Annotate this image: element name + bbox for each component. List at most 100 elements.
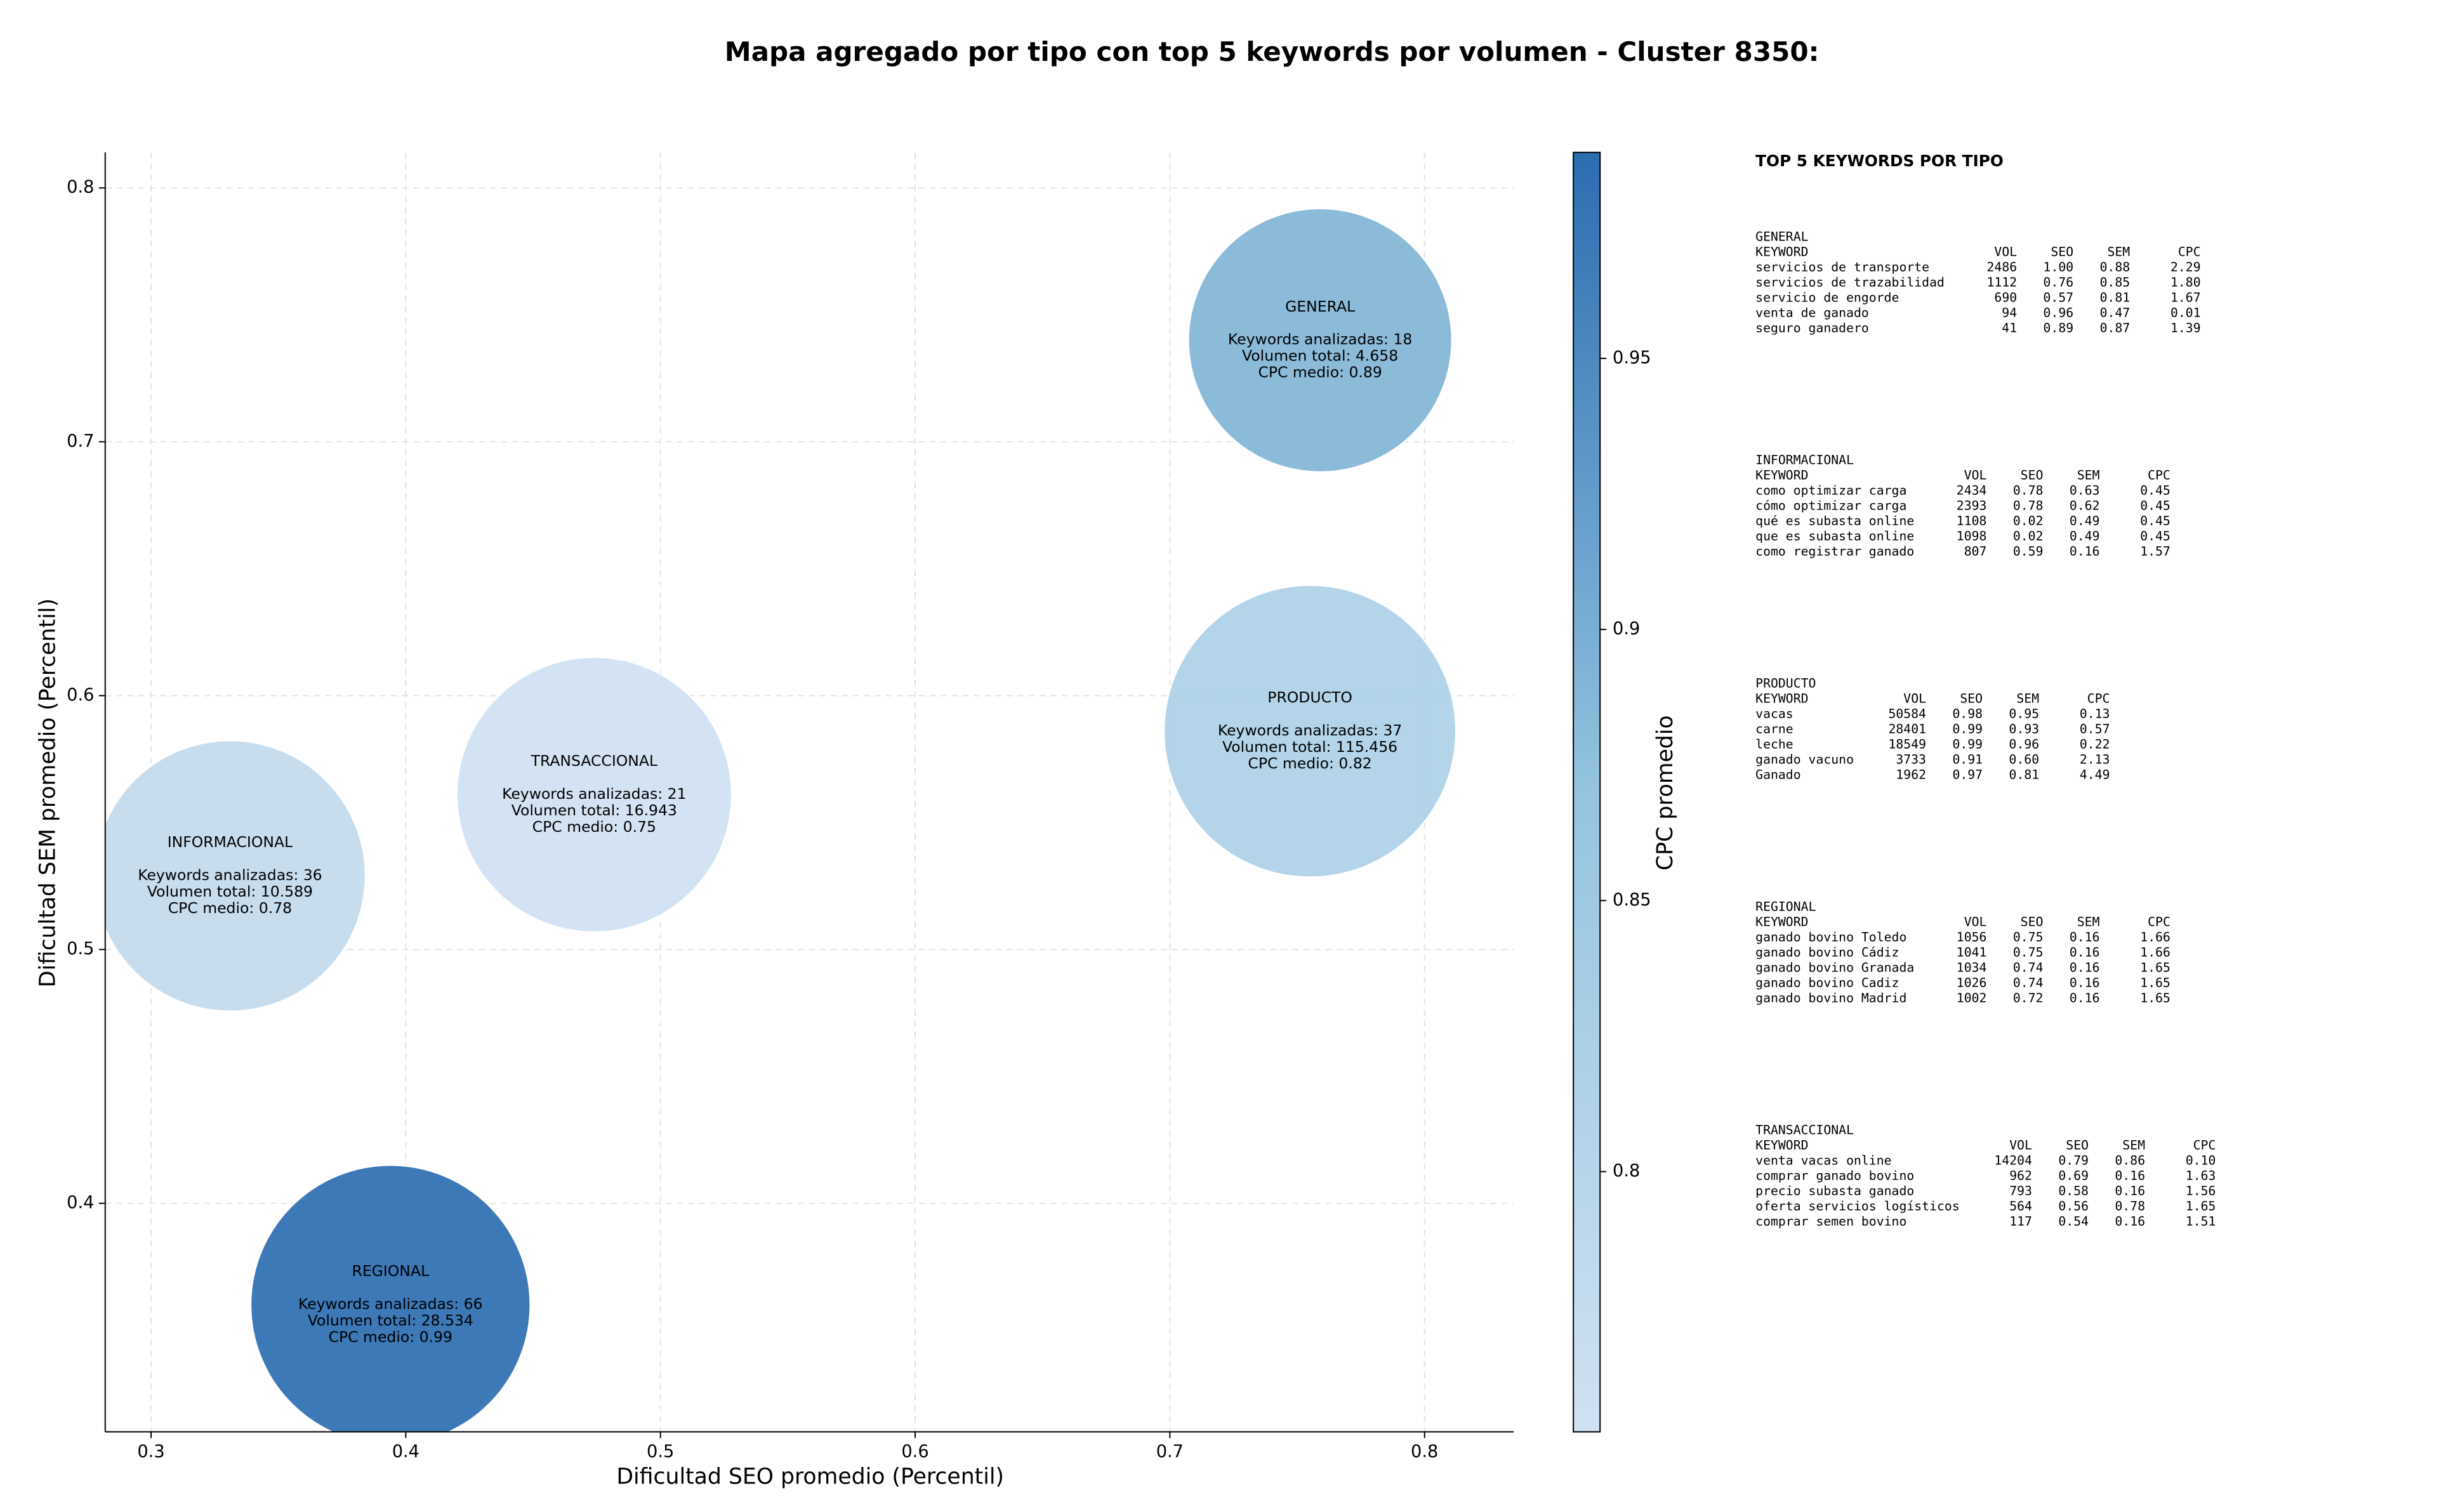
bubble-label: INFORMACIONAL <box>168 833 293 851</box>
chart-title: Mapa agregado por tipo con top 5 keyword… <box>725 36 1819 67</box>
panel-cell: 690 <box>1994 290 2017 305</box>
bubble-annotation: Keywords analizadas: 37 <box>1218 721 1402 739</box>
panel-cell: servicio de engorde <box>1755 290 1899 305</box>
panel-header: SEM <box>2122 1138 2145 1153</box>
x-tick-label: 0.8 <box>1411 1442 1438 1461</box>
panel-cell: 0.16 <box>2070 961 2100 975</box>
panel-cell: 962 <box>2009 1169 2032 1183</box>
panel-cell: 0.88 <box>2100 260 2130 274</box>
panel-cell: 1112 <box>1987 275 2018 289</box>
panel-cell: 0.01 <box>2170 305 2201 320</box>
y-tick-label: 0.6 <box>67 685 94 705</box>
bubble-annotation: CPC medio: 0.75 <box>532 818 656 836</box>
bubble-annotation: CPC medio: 0.89 <box>1258 364 1382 381</box>
panel-cell: 0.22 <box>2080 737 2110 751</box>
panel-header: KEYWORD <box>1755 244 1808 259</box>
panel-cell: venta vacas online <box>1755 1154 1891 1168</box>
panel-cell: 0.16 <box>2070 930 2100 945</box>
panel-cell: 1.66 <box>2140 945 2170 960</box>
panel-header: SEM <box>2016 691 2039 706</box>
panel-cell: 50584 <box>1888 706 1926 721</box>
panel-cell: 0.16 <box>2115 1214 2145 1229</box>
x-tick-label: 0.4 <box>392 1442 419 1461</box>
panel-cell: 1.65 <box>2140 961 2170 975</box>
panel-header: VOL <box>1994 244 2017 259</box>
bubble-annotation: Volumen total: 115.456 <box>1222 738 1397 756</box>
panel-cell: 1.65 <box>2140 991 2170 1006</box>
panel-cell: ganado bovino Cadiz <box>1755 976 1899 990</box>
panel-cell: 41 <box>2002 320 2017 335</box>
panel-header: KEYWORD <box>1755 915 1808 930</box>
panel-cell: 0.89 <box>2044 320 2074 335</box>
panel-cell: 14204 <box>1994 1154 2032 1168</box>
panel-header: SEO <box>1960 691 1983 706</box>
panel-cell: 0.96 <box>2009 737 2040 751</box>
panel-cell: ganado bovino Toledo <box>1755 930 1906 945</box>
panel-cell: 1034 <box>1957 961 1987 975</box>
panel-cell: 0.78 <box>2013 483 2044 497</box>
panel-cell: 18549 <box>1888 737 1926 751</box>
panel-group-name: TRANSACCIONAL <box>1755 1123 1854 1138</box>
panel-cell: precio subasta ganado <box>1755 1184 1914 1199</box>
panel-header: SEO <box>2021 915 2044 930</box>
panel-cell: 0.45 <box>2140 529 2170 543</box>
y-tick-label: 0.4 <box>67 1193 94 1213</box>
panel-cell: comprar semen bovino <box>1755 1214 1906 1229</box>
panel-cell: 1002 <box>1957 991 1987 1006</box>
bubble <box>1163 584 1456 878</box>
panel-cell: 0.16 <box>2115 1169 2145 1183</box>
panel-group-name: INFORMACIONAL <box>1755 452 1854 467</box>
panel-header: CPC <box>2148 915 2170 930</box>
panel-cell: 0.72 <box>2013 991 2044 1006</box>
panel-header: KEYWORD <box>1755 1138 1808 1153</box>
x-axis-label: Dificultad SEO promedio (Percentil) <box>616 1464 1004 1489</box>
panel-cell: 1.80 <box>2170 275 2201 289</box>
panel-cell: 0.10 <box>2186 1154 2216 1168</box>
panel-cell: 1.63 <box>2186 1169 2216 1183</box>
panel-cell: 0.16 <box>2070 976 2100 990</box>
panel-cell: 2393 <box>1957 498 1987 513</box>
panel-cell: 0.02 <box>2013 529 2044 543</box>
panel-header: CPC <box>2148 468 2170 482</box>
bubble-annotation: CPC medio: 0.82 <box>1248 754 1371 772</box>
panel-cell: que es subasta online <box>1755 529 1914 543</box>
panel-cell: 0.13 <box>2080 706 2110 721</box>
panel-cell: 1.57 <box>2140 544 2170 558</box>
panel-cell: 0.69 <box>2058 1169 2089 1183</box>
panel-cell: 1.56 <box>2186 1184 2216 1199</box>
panel-cell: cómo optimizar carga <box>1755 498 1906 513</box>
panel-cell: 793 <box>2009 1184 2032 1199</box>
panel-cell: 0.57 <box>2080 721 2110 736</box>
panel-cell: ganado vacuno <box>1755 752 1854 766</box>
panel-cell: 0.45 <box>2140 513 2170 528</box>
y-tick-label: 0.8 <box>67 178 94 197</box>
panel-cell: 4.49 <box>2080 767 2110 782</box>
bubble-annotation: Keywords analizadas: 66 <box>298 1295 482 1313</box>
panel-header: SEO <box>2021 468 2044 482</box>
panel-cell: 0.45 <box>2140 498 2170 513</box>
colorbar-tick-label: 0.95 <box>1613 348 1651 367</box>
bubble-label: TRANSACCIONAL <box>531 752 657 770</box>
bubble-label: REGIONAL <box>352 1262 429 1280</box>
colorbar-tick-label: 0.9 <box>1613 619 1640 639</box>
panel-cell: 0.93 <box>2009 721 2040 736</box>
panel-header: SEO <box>2051 244 2073 259</box>
bubble <box>456 656 732 933</box>
panel-cell: 28401 <box>1888 721 1926 736</box>
x-tick-label: 0.7 <box>1156 1442 1184 1461</box>
panel-header: CPC <box>2087 691 2110 706</box>
panel-header: CPC <box>2178 244 2201 259</box>
panel-cell: 807 <box>1964 544 1987 558</box>
panel-cell: 0.86 <box>2115 1154 2145 1168</box>
panel-cell: 0.75 <box>2013 945 2044 960</box>
bubble-label: GENERAL <box>1285 298 1355 315</box>
panel-cell: 0.95 <box>2009 706 2040 721</box>
panel-cell: venta de ganado <box>1755 305 1869 320</box>
panel-cell: 0.96 <box>2044 305 2074 320</box>
panel-cell: 0.81 <box>2009 767 2040 782</box>
bubble-annotation: Volumen total: 28.534 <box>308 1311 473 1329</box>
panel-cell: ganado bovino Madrid <box>1755 991 1906 1006</box>
panel-cell: seguro ganadero <box>1755 320 1869 335</box>
